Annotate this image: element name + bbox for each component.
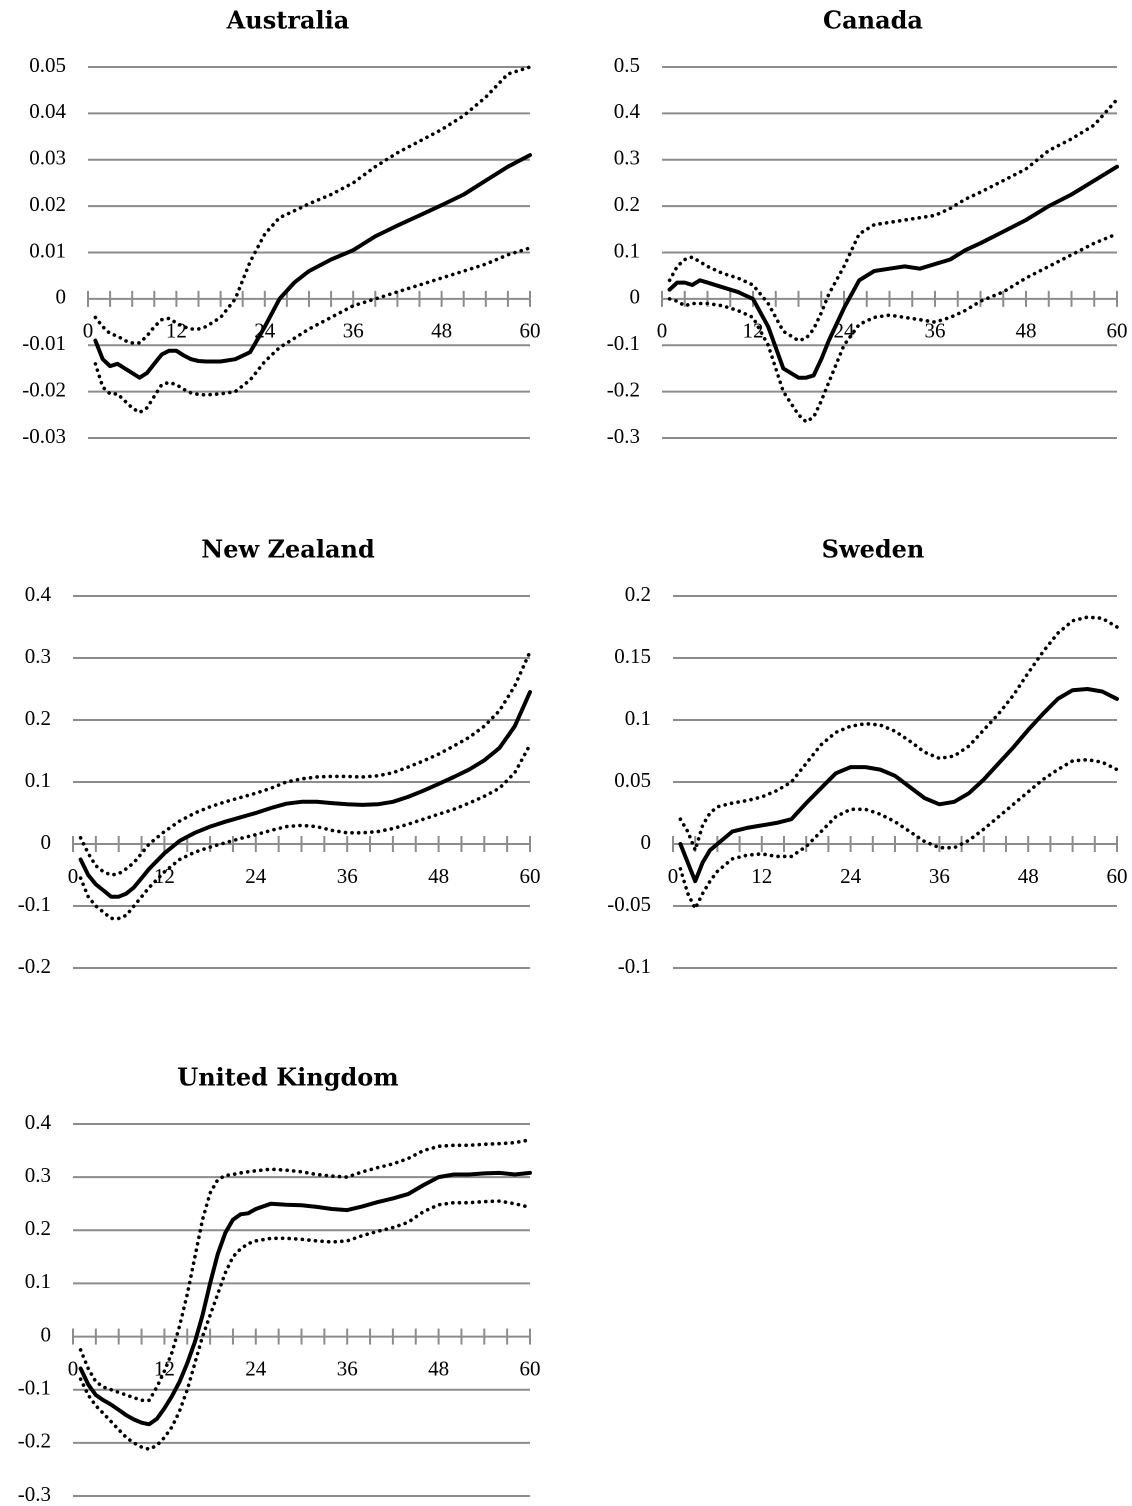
y-tick-label: 0.2 xyxy=(625,582,651,606)
panel-australia: Australia 0.05 0.04 0.03 0.02 0.01 0 -0.01 -0.02… xyxy=(22,6,540,448)
y-tick-label: -0.02 xyxy=(22,377,66,401)
y-tick-label: 0 xyxy=(41,1322,52,1346)
y-tick-label: 0.1 xyxy=(614,238,640,262)
x-tick-label: 60 xyxy=(1107,864,1128,888)
y-tick-label: 0.4 xyxy=(25,1110,52,1134)
lower-band-line xyxy=(667,232,1119,424)
y-tick-label: 0.3 xyxy=(25,644,51,668)
lower-band-line xyxy=(78,1199,532,1451)
panel-sweden: Sweden 0.2 0.15 0.1 0.05 0 -0.05 -0.1 0 12 24 36 48 6… xyxy=(607,535,1127,978)
y-tick-label: 0.4 xyxy=(614,99,641,123)
x-tick-label: 0 xyxy=(68,1356,79,1380)
estimate-line xyxy=(78,1170,532,1427)
y-tick-label: -0.05 xyxy=(607,892,651,916)
y-tick-label: -0.3 xyxy=(607,424,640,448)
lower-band-line xyxy=(678,757,1119,911)
x-tick-label: 36 xyxy=(925,319,946,343)
x-tick-label: 48 xyxy=(431,319,452,343)
y-tick-label: 0 xyxy=(56,285,67,309)
y-tick-label: -0.2 xyxy=(607,377,640,401)
x-tick-label: 48 xyxy=(428,1356,449,1380)
estimate-line xyxy=(678,687,1119,884)
y-tick-label: -0.1 xyxy=(607,331,640,355)
lower-band-line xyxy=(78,743,532,921)
y-tick-label: 0.05 xyxy=(614,768,651,792)
y-tick-label: 0.2 xyxy=(25,706,51,730)
x-tick-label: 48 xyxy=(1018,864,1039,888)
y-tick-label: 0.01 xyxy=(29,238,66,262)
estimate-line xyxy=(78,690,532,899)
x-tick-label: 60 xyxy=(520,1356,541,1380)
y-tick-label: 0 xyxy=(641,830,652,854)
chart-title: United Kingdom xyxy=(177,1063,398,1092)
x-tick-label: 36 xyxy=(929,864,950,888)
x-tick-label: 24 xyxy=(245,1356,267,1380)
y-tick-label: 0.4 xyxy=(25,582,52,606)
x-tick-label: 60 xyxy=(520,319,541,343)
x-tick-label: 0 xyxy=(68,864,79,888)
y-tick-label: 0.03 xyxy=(29,146,66,170)
lower-band-line xyxy=(93,246,532,415)
y-tick-label: 0.1 xyxy=(625,706,651,730)
chart-title: Australia xyxy=(226,6,350,35)
y-tick-label: 0.2 xyxy=(614,192,640,216)
x-tick-label: 48 xyxy=(1016,319,1037,343)
panel-united-kingdom: United Kingdom 0.4 0.3 0.2 0.1 0 -0.1 -0.2 -0.3 0… xyxy=(18,1063,541,1506)
upper-band-line xyxy=(78,650,532,877)
y-tick-label: -0.01 xyxy=(22,331,66,355)
y-tick-label: -0.03 xyxy=(22,424,66,448)
estimate-line xyxy=(93,153,532,380)
y-tick-label: -0.1 xyxy=(18,1376,51,1400)
x-tick-label: 12 xyxy=(751,864,772,888)
y-tick-label: 0.1 xyxy=(25,768,51,792)
x-tick-label: 12 xyxy=(154,864,175,888)
y-tick-label: 0.05 xyxy=(29,53,66,77)
y-tick-label: 0.2 xyxy=(25,1216,51,1240)
y-tick-label: 0.3 xyxy=(25,1163,51,1187)
x-tick-label: 24 xyxy=(245,864,267,888)
chart-title: New Zealand xyxy=(201,535,375,564)
x-tick-label: 60 xyxy=(1107,319,1128,343)
y-tick-label: -0.3 xyxy=(18,1482,51,1506)
y-tick-label: -0.1 xyxy=(618,954,651,978)
y-tick-label: -0.1 xyxy=(18,892,51,916)
x-tick-label: 24 xyxy=(840,864,862,888)
y-tick-label: 0.15 xyxy=(614,644,651,668)
x-tick-label: 36 xyxy=(343,319,364,343)
x-tick-label: 12 xyxy=(743,319,764,343)
x-tick-label: 0 xyxy=(83,319,94,343)
x-tick-label: 36 xyxy=(337,864,358,888)
y-tick-label: -0.2 xyxy=(18,1429,51,1453)
chart-title: Canada xyxy=(823,6,923,35)
y-tick-label: -0.2 xyxy=(18,954,51,978)
y-tick-label: 0.5 xyxy=(614,53,640,77)
x-tick-label: 48 xyxy=(428,864,449,888)
chart-title: Sweden xyxy=(822,535,925,564)
x-tick-label: 12 xyxy=(166,319,187,343)
panel-new-zealand: New Zealand 0.4 0.3 0.2 0.1 0 -0.1 -0.2 0 12 24 36 4… xyxy=(18,535,541,978)
x-tick-label: 36 xyxy=(337,1356,358,1380)
x-tick-label: 12 xyxy=(154,1356,175,1380)
upper-band-line xyxy=(78,1138,532,1403)
upper-band-line xyxy=(93,65,532,345)
upper-band-line xyxy=(678,615,1119,852)
upper-band-line xyxy=(667,97,1119,343)
estimate-line xyxy=(667,164,1119,380)
y-tick-label: 0.04 xyxy=(29,99,66,123)
y-tick-label: 0.3 xyxy=(614,146,640,170)
y-tick-label: 0 xyxy=(630,285,641,309)
x-tick-label: 0 xyxy=(668,864,679,888)
y-tick-label: 0.02 xyxy=(29,192,66,216)
x-tick-label: 0 xyxy=(657,319,668,343)
y-tick-label: 0 xyxy=(41,830,52,854)
y-tick-label: 0.1 xyxy=(25,1269,51,1293)
x-tick-label: 60 xyxy=(520,864,541,888)
